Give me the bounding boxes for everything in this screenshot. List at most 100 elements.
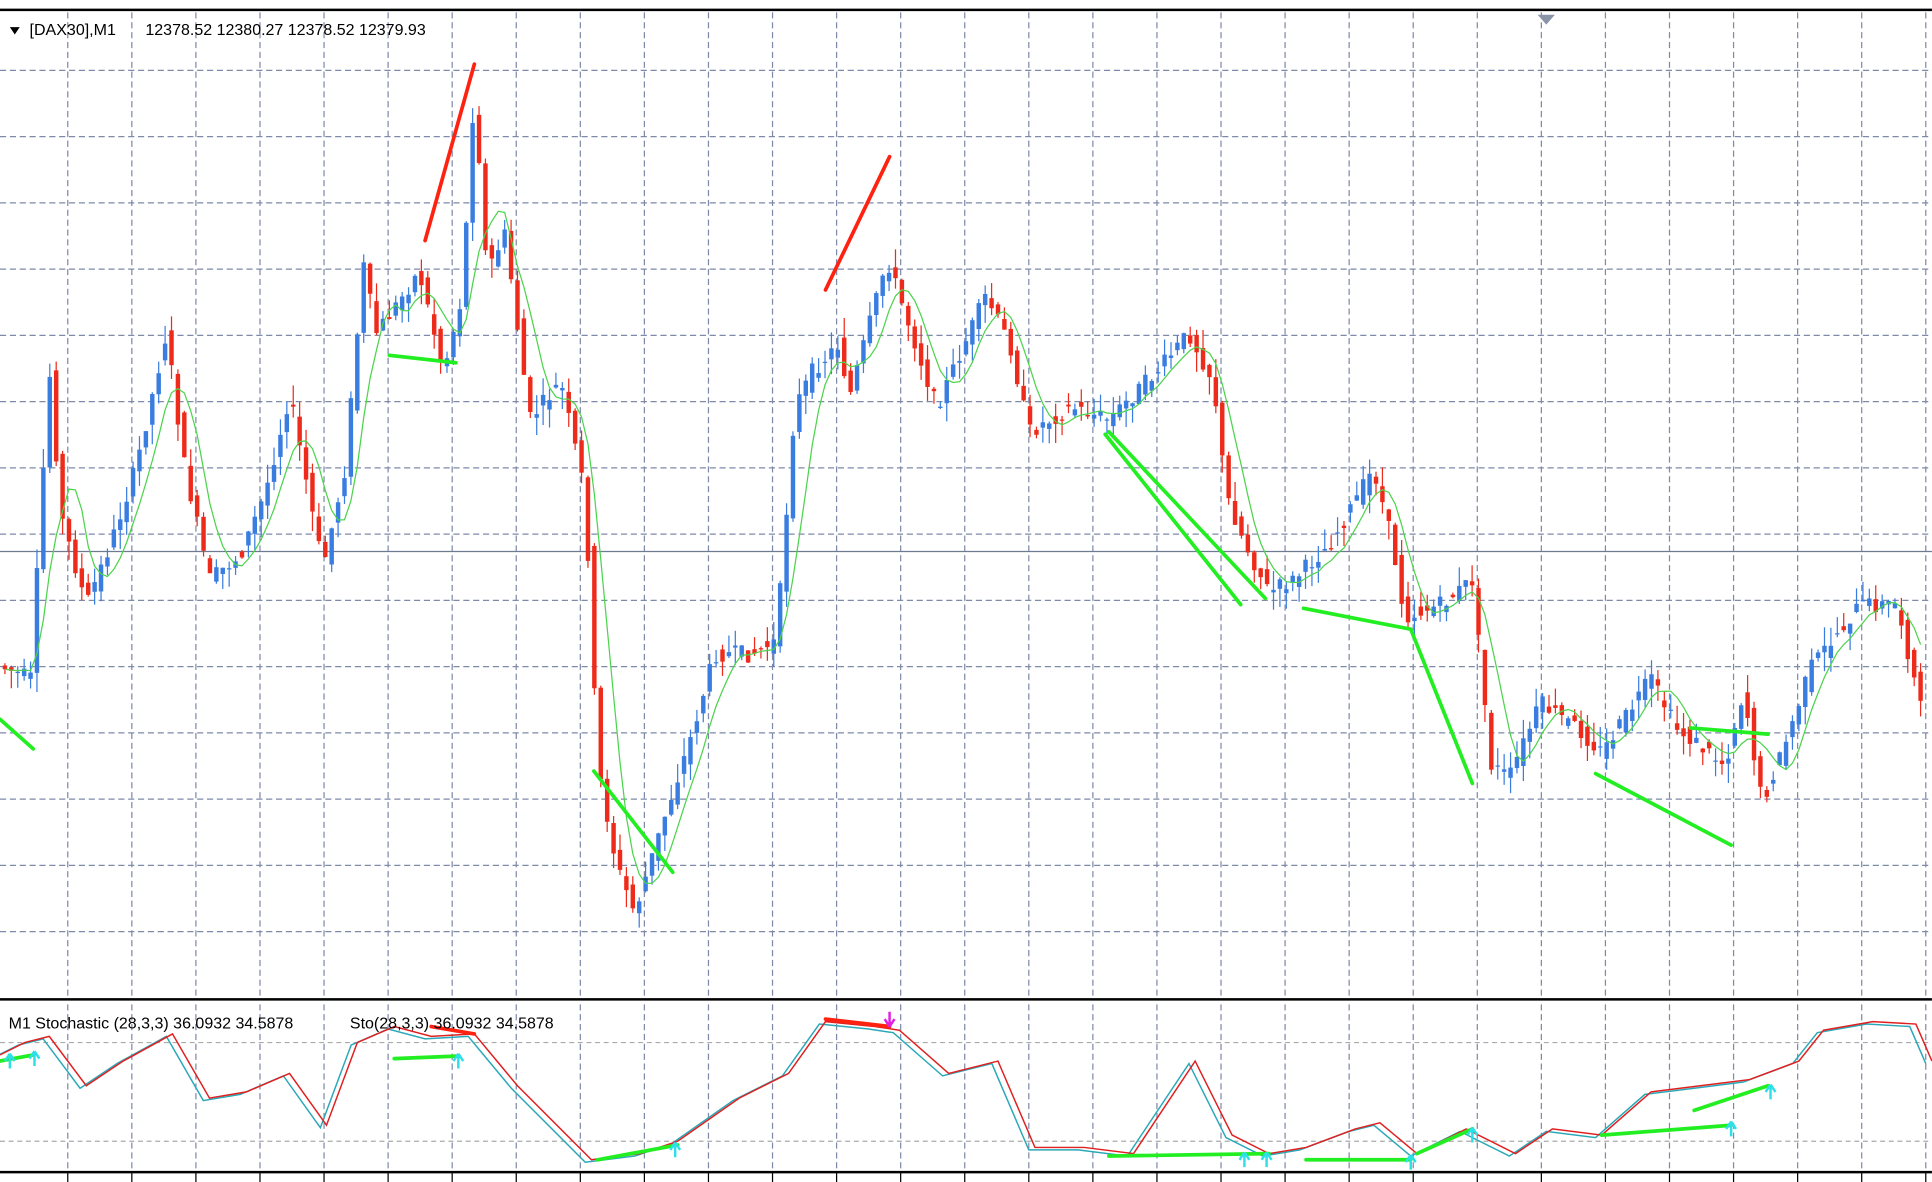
candle-body (713, 662, 719, 664)
candle-body (835, 349, 841, 358)
candle-body (1585, 726, 1590, 746)
candle-body (1655, 679, 1661, 686)
candle-body (156, 373, 161, 395)
candle-body (1841, 626, 1846, 631)
bull-divergence (1301, 606, 1413, 632)
candle-body (21, 668, 27, 677)
candle-body (118, 519, 123, 531)
candle-body (592, 546, 597, 689)
menu-arrow[interactable] (9, 27, 20, 35)
candle-body (412, 275, 418, 293)
candle-body (553, 384, 559, 388)
candle-body (1303, 559, 1308, 572)
candle-body (1662, 700, 1667, 708)
candle-body (297, 416, 302, 446)
candle-body (1527, 728, 1532, 742)
candle-body (1572, 715, 1577, 721)
candle-body (2, 665, 8, 670)
candle-body (829, 348, 834, 360)
buy-arrow (1466, 1127, 1479, 1143)
candle-body (515, 280, 520, 330)
candle-body (1162, 354, 1167, 367)
candle-body (1463, 580, 1468, 587)
candle-body (1815, 652, 1821, 658)
candle-body (130, 468, 136, 497)
candle-body (797, 394, 802, 433)
buy-arrow (452, 1052, 465, 1069)
candle-body (393, 302, 398, 316)
candle-body (1348, 504, 1353, 513)
candle-body (1623, 709, 1629, 733)
candle-body (617, 849, 623, 870)
candle-body (771, 639, 776, 654)
bull-divergence (1692, 1083, 1770, 1113)
candle-body (1867, 598, 1872, 606)
candle-body (1450, 594, 1456, 598)
candle-body (1149, 380, 1154, 391)
candle-body (355, 334, 360, 411)
candle-body (258, 501, 264, 520)
candle-body (508, 230, 514, 280)
candle-body (476, 114, 482, 163)
candle-body (630, 884, 636, 909)
candle-body (1117, 404, 1122, 418)
candle-body (726, 652, 732, 657)
candle-body (1354, 495, 1360, 501)
candle-body (406, 294, 411, 304)
candle-body (1796, 706, 1802, 725)
candle-body (1860, 599, 1866, 602)
candle-body (521, 318, 527, 375)
candle-body (1021, 385, 1026, 401)
candle-body (457, 309, 463, 337)
candle-body (342, 478, 347, 497)
candle-body (1758, 756, 1763, 787)
candle-body (1040, 422, 1046, 428)
bull-divergence (392, 1054, 458, 1061)
candle-body (1412, 617, 1417, 622)
candle-body (1546, 706, 1552, 713)
candle-body (662, 816, 668, 836)
buy-arrow (669, 1141, 682, 1158)
candle-body (579, 440, 584, 473)
bull-divergence (1107, 429, 1268, 601)
bear-divergence (823, 1017, 892, 1029)
candle-body (470, 123, 475, 223)
candle-body (809, 363, 815, 393)
candle-body (790, 435, 796, 519)
candle-body (73, 539, 78, 574)
candle-body (752, 649, 757, 654)
grid (0, 12, 1932, 1170)
candle-body (1386, 509, 1392, 521)
candle-body (1681, 728, 1686, 737)
candle-body (1258, 568, 1263, 578)
candle-body (1598, 746, 1603, 748)
candle-body (150, 393, 155, 425)
candle-body (1296, 576, 1302, 587)
candle-body (745, 650, 751, 663)
candle-body (1879, 601, 1885, 609)
candle-body (329, 528, 334, 565)
candle-body (425, 277, 431, 305)
candle-body (1918, 671, 1923, 701)
candle-body (547, 400, 552, 410)
candle-body (348, 398, 354, 477)
candle-body (1130, 403, 1135, 407)
candle-body (1674, 723, 1680, 730)
candle-body (1220, 402, 1225, 456)
candle-body (675, 782, 680, 805)
candle-body (1328, 548, 1334, 550)
candle-body (86, 582, 91, 595)
candle-body (701, 695, 706, 714)
candle-body (816, 373, 821, 378)
candle-body (1745, 692, 1750, 718)
candle-body (528, 377, 533, 412)
candle-body (1335, 532, 1340, 534)
candle-body (1373, 476, 1379, 484)
candle-body (1726, 758, 1731, 764)
candle-body (694, 721, 700, 733)
candle-body (1239, 516, 1244, 536)
candle-body (214, 567, 219, 582)
candle-body (720, 649, 725, 662)
candle-body (1790, 721, 1795, 738)
candle-body (53, 370, 59, 462)
